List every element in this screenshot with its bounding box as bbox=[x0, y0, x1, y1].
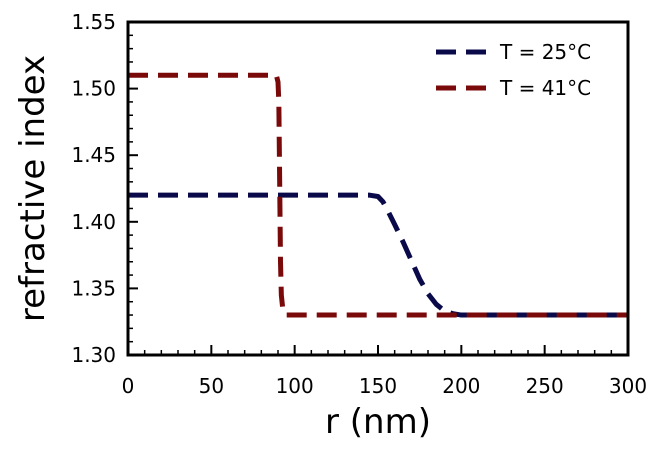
y-axis-title: refractive index bbox=[13, 55, 53, 322]
plot-frame bbox=[126, 20, 630, 357]
y-tick-label: 1.30 bbox=[71, 343, 116, 367]
x-tick-label: 250 bbox=[526, 374, 564, 398]
y-tick-label: 1.50 bbox=[71, 77, 116, 101]
ticks-layer bbox=[127, 21, 629, 356]
series-line-1 bbox=[128, 192, 628, 318]
tick-labels-layer: 0 50 100 150 200 250 300 1.30 1.35 1.40 1.45 1.50 1.… bbox=[71, 10, 647, 398]
legend-label-2: T = 41°C bbox=[499, 76, 591, 100]
x-tick-label: 100 bbox=[276, 374, 314, 398]
x-tick-label: 50 bbox=[199, 374, 224, 398]
x-tick-label: 150 bbox=[359, 374, 397, 398]
y-tick-label: 1.45 bbox=[71, 143, 116, 167]
y-tick-label: 1.40 bbox=[71, 210, 116, 234]
x-axis-title: r (nm) bbox=[325, 402, 431, 442]
series-line-2 bbox=[128, 72, 628, 318]
y-tick-label: 1.35 bbox=[71, 276, 116, 300]
x-tick-label: 300 bbox=[609, 374, 647, 398]
legend: T = 25°C T = 41°C bbox=[436, 40, 591, 100]
x-tick-label: 200 bbox=[442, 374, 480, 398]
series-layer bbox=[128, 72, 628, 318]
legend-label-1: T = 25°C bbox=[499, 40, 591, 64]
x-tick-label: 0 bbox=[122, 374, 135, 398]
y-tick-label: 1.55 bbox=[71, 10, 116, 34]
